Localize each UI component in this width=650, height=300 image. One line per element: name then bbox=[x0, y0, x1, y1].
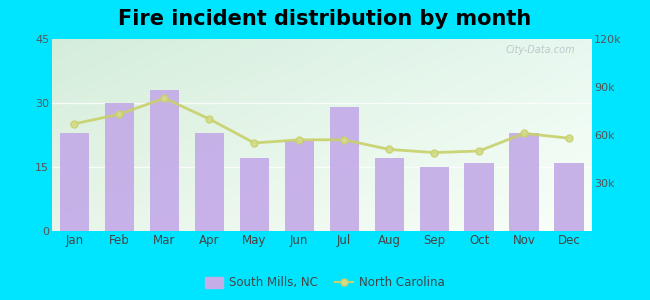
Bar bbox=[554, 163, 584, 231]
Legend: South Mills, NC, North Carolina: South Mills, NC, North Carolina bbox=[200, 272, 450, 294]
Bar bbox=[240, 158, 269, 231]
Text: City-Data.com: City-Data.com bbox=[506, 45, 575, 55]
Bar bbox=[150, 90, 179, 231]
Bar bbox=[374, 158, 404, 231]
Bar bbox=[105, 103, 134, 231]
Bar bbox=[60, 133, 89, 231]
Bar bbox=[195, 133, 224, 231]
Text: Fire incident distribution by month: Fire incident distribution by month bbox=[118, 9, 532, 29]
Bar bbox=[465, 163, 494, 231]
Bar bbox=[510, 133, 539, 231]
Bar bbox=[285, 141, 314, 231]
Bar bbox=[419, 167, 448, 231]
Bar bbox=[330, 107, 359, 231]
